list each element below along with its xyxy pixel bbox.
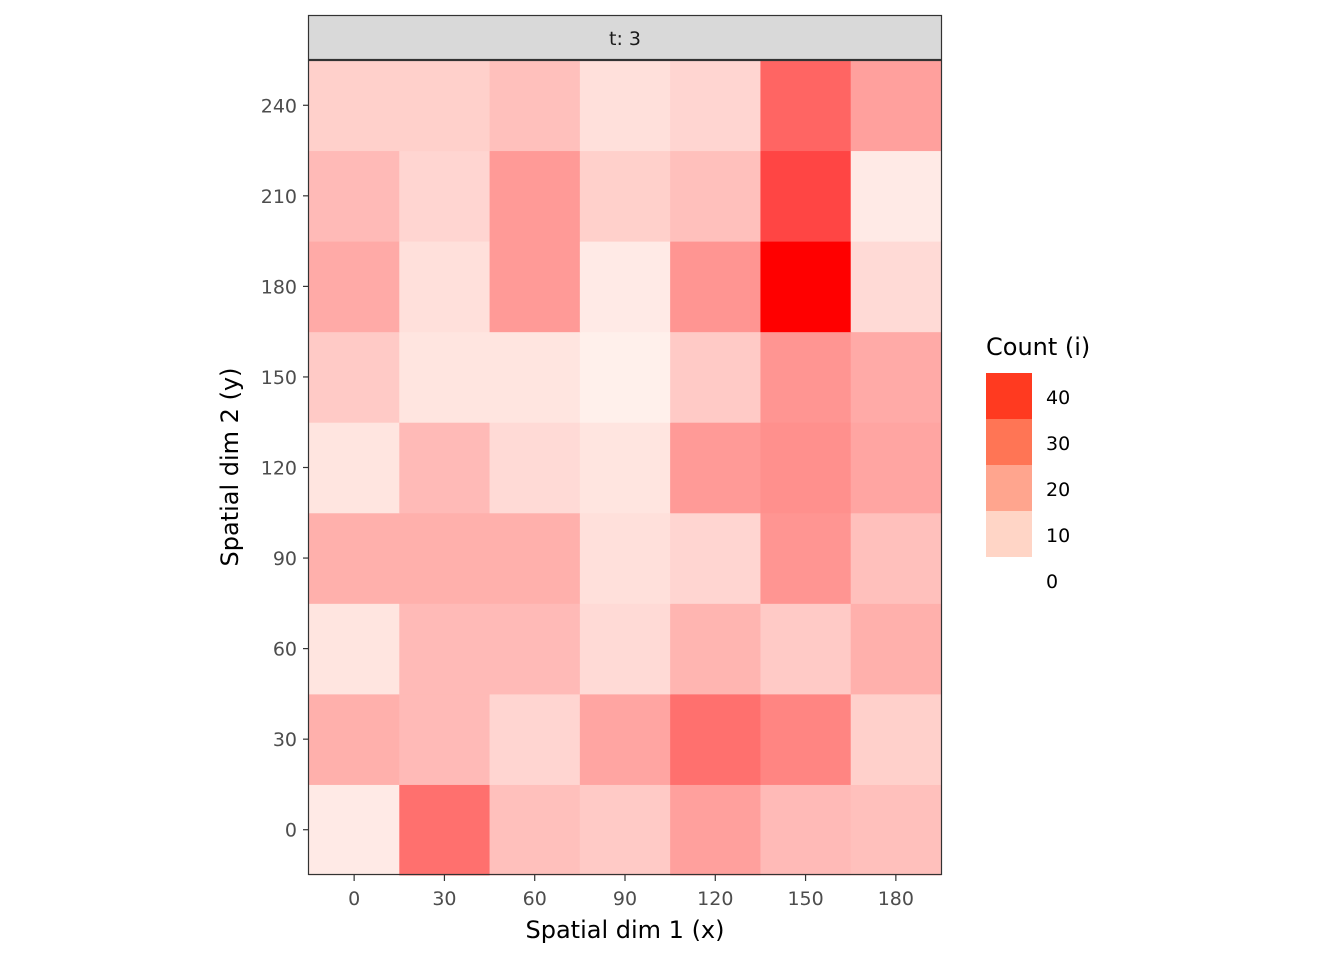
x-tick-label: 150	[787, 888, 823, 910]
heatmap-cell	[309, 422, 400, 514]
heatmap-cell	[309, 603, 400, 695]
heatmap-cell	[579, 422, 671, 514]
heatmap-cell	[850, 784, 942, 876]
y-axis: 0 30 60 90 120 150 180 210 240	[261, 95, 309, 842]
y-axis-title: Spatial dim 2 (y)	[216, 368, 244, 567]
y-tick-label: 150	[261, 367, 297, 389]
heatmap-cell	[850, 422, 942, 514]
x-axis-title: Spatial dim 1 (x)	[526, 916, 725, 944]
heatmap-cell	[579, 603, 671, 695]
heatmap-cell	[760, 512, 852, 604]
heatmap-cell	[850, 331, 942, 423]
legend-label: 40	[1046, 387, 1070, 409]
heatmap-cell	[399, 331, 491, 423]
heatmap-cell	[850, 512, 942, 604]
x-tick-label: 30	[432, 888, 456, 910]
heatmap-cell	[399, 784, 491, 876]
heatmap-cell	[579, 512, 671, 604]
heatmap-cell	[489, 241, 581, 333]
y-tick-label: 60	[273, 639, 297, 661]
heatmap-cell	[309, 784, 400, 876]
legend: Count (i) 40 30 20 10 0	[986, 333, 1090, 593]
heatmap-cell	[309, 60, 400, 152]
heatmap-cell	[489, 693, 581, 785]
heatmap-cell	[399, 241, 491, 333]
heatmap-cell	[670, 150, 761, 242]
heatmap-cell	[670, 512, 761, 604]
heatmap-cell	[489, 422, 581, 514]
heatmap-cell	[579, 784, 671, 876]
heatmap-cell	[850, 150, 942, 242]
heatmap-cell	[670, 60, 761, 152]
heatmap-cell	[760, 693, 852, 785]
y-tick-label: 120	[261, 458, 297, 480]
legend-key	[986, 419, 1032, 465]
heatmap-cell	[670, 784, 761, 876]
x-tick-label: 60	[523, 888, 547, 910]
heatmap-cell	[670, 422, 761, 514]
heatmap-cell	[850, 241, 942, 333]
heatmap-cell	[850, 693, 942, 785]
heatmap-cell	[399, 603, 491, 695]
y-tick-label: 0	[285, 820, 297, 842]
legend-key	[986, 511, 1032, 557]
y-tick-label: 180	[261, 276, 297, 298]
heatmap-cell	[489, 512, 581, 604]
heatmap-cell	[309, 150, 400, 242]
x-axis: 0 30 60 90 120 150 180	[348, 875, 914, 910]
heatmap-cell	[399, 60, 491, 152]
legend-label: 30	[1046, 433, 1070, 455]
heatmap-cell	[399, 150, 491, 242]
heatmap-cell	[579, 241, 671, 333]
x-tick-label: 0	[348, 888, 360, 910]
x-tick-label: 90	[613, 888, 637, 910]
heatmap-cell	[489, 784, 581, 876]
x-tick-label: 180	[878, 888, 914, 910]
heatmap-cell	[850, 603, 942, 695]
heatmap-cell	[399, 693, 491, 785]
heatmap-cell	[760, 784, 852, 876]
heatmap-cell	[309, 512, 400, 604]
heatmap-cell	[670, 241, 761, 333]
heatmap-cell	[760, 241, 852, 333]
heatmap-cell	[399, 422, 491, 514]
heatmap-cell	[760, 150, 852, 242]
heatmap-cell	[579, 693, 671, 785]
x-tick-label: 120	[697, 888, 733, 910]
y-tick-label: 210	[261, 186, 297, 208]
legend-keys: 40 30 20 10 0	[986, 373, 1070, 593]
legend-label: 20	[1046, 479, 1070, 501]
heatmap-cell	[489, 60, 581, 152]
facet-label: t: 3	[609, 28, 641, 50]
legend-key	[986, 465, 1032, 511]
heatmap-cells	[309, 60, 942, 876]
heatmap-cell	[489, 150, 581, 242]
heatmap-cell	[309, 241, 400, 333]
heatmap-cell	[760, 603, 852, 695]
legend-key	[986, 373, 1032, 419]
legend-title: Count (i)	[986, 333, 1090, 361]
heatmap-cell	[489, 603, 581, 695]
heatmap-cell	[579, 331, 671, 423]
heatmap-cell	[760, 60, 852, 152]
legend-label: 10	[1046, 525, 1070, 547]
heatmap-cell	[670, 331, 761, 423]
y-tick-label: 30	[273, 729, 297, 751]
heatmap-cell	[670, 693, 761, 785]
y-tick-label: 90	[273, 548, 297, 570]
heatmap-cell	[760, 422, 852, 514]
heatmap-cell	[850, 60, 942, 152]
y-tick-label: 240	[261, 95, 297, 117]
heatmap-cell	[760, 331, 852, 423]
legend-label: 0	[1046, 571, 1058, 593]
heatmap-cell	[399, 512, 491, 604]
heatmap-cell	[489, 331, 581, 423]
heatmap-cell	[309, 331, 400, 423]
heatmap-cell	[670, 603, 761, 695]
heatmap-cell	[579, 60, 671, 152]
facet-strip	[307, 14, 943, 61]
heatmap-cell	[309, 693, 400, 785]
heatmap-cell	[579, 150, 671, 242]
